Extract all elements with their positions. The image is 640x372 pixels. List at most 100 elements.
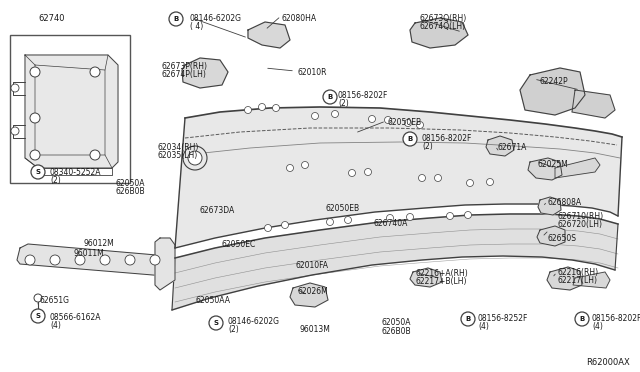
- Text: (2): (2): [228, 325, 239, 334]
- Text: 626720(LH): 626720(LH): [558, 220, 603, 229]
- Circle shape: [406, 214, 413, 221]
- Text: 62673P(RH): 62673P(RH): [162, 62, 208, 71]
- Text: 62242P: 62242P: [540, 77, 568, 86]
- Text: (4): (4): [592, 322, 603, 331]
- Circle shape: [30, 150, 40, 160]
- Text: B: B: [408, 136, 413, 142]
- Circle shape: [486, 179, 493, 186]
- Circle shape: [31, 165, 45, 179]
- Polygon shape: [155, 238, 175, 290]
- Text: 62050EB: 62050EB: [325, 204, 359, 213]
- Text: 08156-8202F: 08156-8202F: [422, 134, 472, 143]
- Text: R62000AX: R62000AX: [586, 358, 630, 367]
- Circle shape: [75, 255, 85, 265]
- Text: 08156-8252F: 08156-8252F: [478, 314, 529, 323]
- Circle shape: [90, 67, 100, 77]
- Circle shape: [31, 309, 45, 323]
- Circle shape: [435, 174, 442, 182]
- Circle shape: [312, 112, 319, 119]
- Text: 626B0B: 626B0B: [115, 187, 145, 196]
- Polygon shape: [547, 267, 582, 290]
- Text: S: S: [214, 320, 218, 326]
- Text: 62217(LH): 62217(LH): [558, 276, 598, 285]
- Circle shape: [282, 221, 289, 228]
- Text: 62010R: 62010R: [298, 68, 328, 77]
- Circle shape: [264, 224, 271, 231]
- Circle shape: [385, 116, 392, 124]
- Polygon shape: [520, 68, 585, 115]
- Text: 62025M: 62025M: [538, 160, 569, 169]
- Circle shape: [259, 103, 266, 110]
- Polygon shape: [410, 268, 442, 287]
- Circle shape: [183, 146, 207, 170]
- Circle shape: [419, 174, 426, 182]
- Text: 62080HA: 62080HA: [281, 14, 316, 23]
- Circle shape: [349, 170, 355, 176]
- Text: 62671A: 62671A: [497, 143, 526, 152]
- Circle shape: [461, 312, 475, 326]
- Text: 62673Q(RH): 62673Q(RH): [419, 14, 467, 23]
- Text: 96011M: 96011M: [74, 249, 105, 258]
- Circle shape: [344, 217, 351, 224]
- Text: (2): (2): [338, 99, 349, 108]
- Polygon shape: [17, 244, 172, 276]
- Circle shape: [30, 113, 40, 123]
- Text: B: B: [173, 16, 179, 22]
- Circle shape: [575, 312, 589, 326]
- Circle shape: [287, 164, 294, 171]
- Text: ( 4): ( 4): [190, 22, 204, 31]
- Circle shape: [403, 132, 417, 146]
- Text: 62050A: 62050A: [382, 318, 412, 327]
- Circle shape: [273, 105, 280, 112]
- Circle shape: [30, 67, 40, 77]
- Circle shape: [387, 215, 394, 221]
- Text: 62050AA: 62050AA: [196, 296, 231, 305]
- Text: 08156-8202F: 08156-8202F: [338, 91, 388, 100]
- Polygon shape: [25, 55, 118, 168]
- Circle shape: [34, 294, 42, 302]
- Text: 96012M: 96012M: [84, 239, 115, 248]
- Text: 62035(LH): 62035(LH): [158, 151, 198, 160]
- Polygon shape: [410, 18, 468, 48]
- Circle shape: [365, 169, 371, 176]
- Polygon shape: [175, 107, 622, 248]
- Polygon shape: [573, 272, 610, 288]
- Text: 08146-6202G: 08146-6202G: [190, 14, 242, 23]
- Circle shape: [323, 90, 337, 104]
- Circle shape: [50, 255, 60, 265]
- Text: 62740: 62740: [39, 14, 65, 23]
- Circle shape: [11, 84, 19, 92]
- Text: B: B: [579, 316, 584, 322]
- Text: 62217+B(LH): 62217+B(LH): [416, 277, 467, 286]
- Polygon shape: [172, 214, 618, 310]
- Text: (4): (4): [50, 321, 61, 330]
- Text: 62651G: 62651G: [40, 296, 70, 305]
- Text: 62026M: 62026M: [297, 287, 328, 296]
- Text: 96013M: 96013M: [299, 325, 330, 334]
- Circle shape: [417, 122, 424, 128]
- Text: 08146-6202G: 08146-6202G: [228, 317, 280, 326]
- Circle shape: [465, 212, 472, 218]
- Text: 62650S: 62650S: [548, 234, 577, 243]
- Circle shape: [150, 255, 160, 265]
- Circle shape: [125, 255, 135, 265]
- Circle shape: [301, 161, 308, 169]
- Circle shape: [209, 316, 223, 330]
- Text: 62216(RH): 62216(RH): [558, 268, 599, 277]
- Circle shape: [447, 212, 454, 219]
- Text: (2): (2): [422, 142, 433, 151]
- Text: S: S: [35, 313, 40, 319]
- Circle shape: [90, 150, 100, 160]
- Polygon shape: [486, 136, 514, 156]
- Text: 626740A: 626740A: [374, 219, 408, 228]
- Text: B: B: [328, 94, 333, 100]
- Text: 62673DA: 62673DA: [200, 206, 236, 215]
- Text: 626808A: 626808A: [548, 198, 582, 207]
- Polygon shape: [572, 90, 615, 118]
- Text: (4): (4): [478, 322, 489, 331]
- Text: 62050A: 62050A: [115, 179, 145, 188]
- Text: 08156-8202F: 08156-8202F: [592, 314, 640, 323]
- Polygon shape: [248, 22, 290, 48]
- Polygon shape: [182, 58, 228, 88]
- Circle shape: [169, 12, 183, 26]
